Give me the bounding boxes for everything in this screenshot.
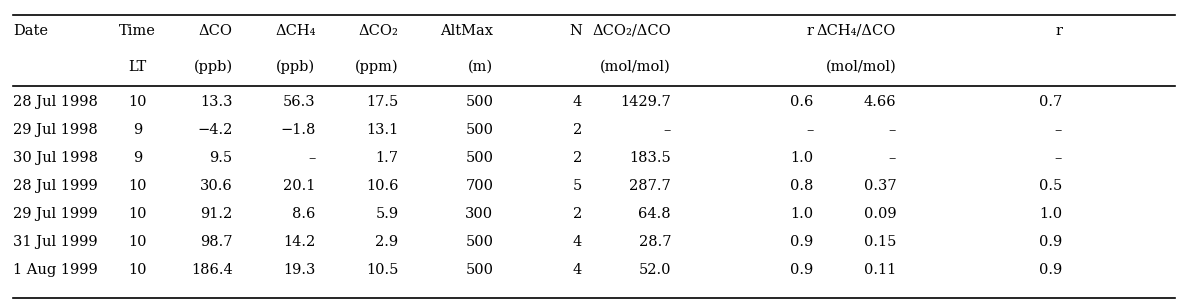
Text: ΔCO: ΔCO — [198, 24, 233, 38]
Text: 1429.7: 1429.7 — [620, 95, 671, 109]
Text: 17.5: 17.5 — [366, 95, 398, 109]
Text: (mol/mol): (mol/mol) — [826, 60, 896, 74]
Text: 5: 5 — [573, 179, 582, 193]
Text: 10.5: 10.5 — [366, 263, 398, 277]
Text: 91.2: 91.2 — [201, 207, 233, 221]
Text: 10: 10 — [128, 95, 147, 109]
Text: 19.3: 19.3 — [283, 263, 316, 277]
Text: 1.0: 1.0 — [790, 207, 814, 221]
Text: 0.37: 0.37 — [864, 179, 896, 193]
Text: 29 Jul 1998: 29 Jul 1998 — [13, 123, 97, 137]
Text: 0.6: 0.6 — [790, 95, 814, 109]
Text: 56.3: 56.3 — [283, 95, 316, 109]
Text: 30 Jul 1998: 30 Jul 1998 — [13, 151, 99, 165]
Text: 8.6: 8.6 — [292, 207, 316, 221]
Text: –: – — [308, 151, 316, 165]
Text: 2: 2 — [573, 123, 582, 137]
Text: –: – — [664, 123, 671, 137]
Text: (mol/mol): (mol/mol) — [600, 60, 671, 74]
Text: 0.7: 0.7 — [1040, 95, 1062, 109]
Text: 287.7: 287.7 — [630, 179, 671, 193]
Text: 9.5: 9.5 — [209, 151, 233, 165]
Text: LT: LT — [128, 60, 147, 74]
Text: ΔCO₂/ΔCO: ΔCO₂/ΔCO — [593, 24, 671, 38]
Text: 28.7: 28.7 — [638, 235, 671, 249]
Text: (ppm): (ppm) — [355, 59, 398, 74]
Text: 4.66: 4.66 — [864, 95, 896, 109]
Text: 0.11: 0.11 — [864, 263, 896, 277]
Text: 0.8: 0.8 — [790, 179, 814, 193]
Text: ΔCO₂: ΔCO₂ — [359, 24, 398, 38]
Text: 10: 10 — [128, 235, 147, 249]
Text: 0.9: 0.9 — [790, 235, 814, 249]
Text: 300: 300 — [466, 207, 493, 221]
Text: 30.6: 30.6 — [200, 179, 233, 193]
Text: 2: 2 — [573, 207, 582, 221]
Text: 500: 500 — [466, 151, 493, 165]
Text: (ppb): (ppb) — [277, 59, 316, 74]
Text: 5.9: 5.9 — [375, 207, 398, 221]
Text: 183.5: 183.5 — [630, 151, 671, 165]
Text: 2.9: 2.9 — [375, 235, 398, 249]
Text: 0.15: 0.15 — [864, 235, 896, 249]
Text: −4.2: −4.2 — [197, 123, 233, 137]
Text: –: – — [889, 123, 896, 137]
Text: 500: 500 — [466, 263, 493, 277]
Text: 4: 4 — [573, 263, 582, 277]
Text: 500: 500 — [466, 235, 493, 249]
Text: 10: 10 — [128, 263, 147, 277]
Text: r: r — [1055, 24, 1062, 38]
Text: r: r — [807, 24, 814, 38]
Text: Date: Date — [13, 24, 49, 38]
Text: ΔCH₄: ΔCH₄ — [274, 24, 316, 38]
Text: 700: 700 — [466, 179, 493, 193]
Text: 186.4: 186.4 — [191, 263, 233, 277]
Text: –: – — [889, 151, 896, 165]
Text: AltMax: AltMax — [441, 24, 493, 38]
Text: –: – — [805, 123, 814, 137]
Text: 500: 500 — [466, 95, 493, 109]
Text: 0.9: 0.9 — [790, 263, 814, 277]
Text: 0.09: 0.09 — [864, 207, 896, 221]
Text: 14.2: 14.2 — [283, 235, 316, 249]
Text: 28 Jul 1998: 28 Jul 1998 — [13, 95, 99, 109]
Text: 10.6: 10.6 — [366, 179, 398, 193]
Text: 13.3: 13.3 — [200, 95, 233, 109]
Text: 1.7: 1.7 — [375, 151, 398, 165]
Text: 9: 9 — [133, 123, 143, 137]
Text: (ppb): (ppb) — [194, 59, 233, 74]
Text: 0.9: 0.9 — [1040, 235, 1062, 249]
Text: 64.8: 64.8 — [638, 207, 671, 221]
Text: −1.8: −1.8 — [280, 123, 316, 137]
Text: Time: Time — [119, 24, 156, 38]
Text: 9: 9 — [133, 151, 143, 165]
Text: ΔCH₄/ΔCO: ΔCH₄/ΔCO — [817, 24, 896, 38]
Text: 98.7: 98.7 — [200, 235, 233, 249]
Text: 4: 4 — [573, 95, 582, 109]
Text: 4: 4 — [573, 235, 582, 249]
Text: 10: 10 — [128, 179, 147, 193]
Text: –: – — [1055, 123, 1062, 137]
Text: 52.0: 52.0 — [638, 263, 671, 277]
Text: N: N — [569, 24, 582, 38]
Text: 13.1: 13.1 — [366, 123, 398, 137]
Text: (m): (m) — [468, 60, 493, 74]
Text: 28 Jul 1999: 28 Jul 1999 — [13, 179, 97, 193]
Text: 1 Aug 1999: 1 Aug 1999 — [13, 263, 97, 277]
Text: 2: 2 — [573, 151, 582, 165]
Text: 20.1: 20.1 — [283, 179, 316, 193]
Text: 1.0: 1.0 — [790, 151, 814, 165]
Text: 1.0: 1.0 — [1040, 207, 1062, 221]
Text: 0.9: 0.9 — [1040, 263, 1062, 277]
Text: 0.5: 0.5 — [1040, 179, 1062, 193]
Text: –: – — [1055, 151, 1062, 165]
Text: 31 Jul 1999: 31 Jul 1999 — [13, 235, 97, 249]
Text: 29 Jul 1999: 29 Jul 1999 — [13, 207, 97, 221]
Text: 10: 10 — [128, 207, 147, 221]
Text: 500: 500 — [466, 123, 493, 137]
